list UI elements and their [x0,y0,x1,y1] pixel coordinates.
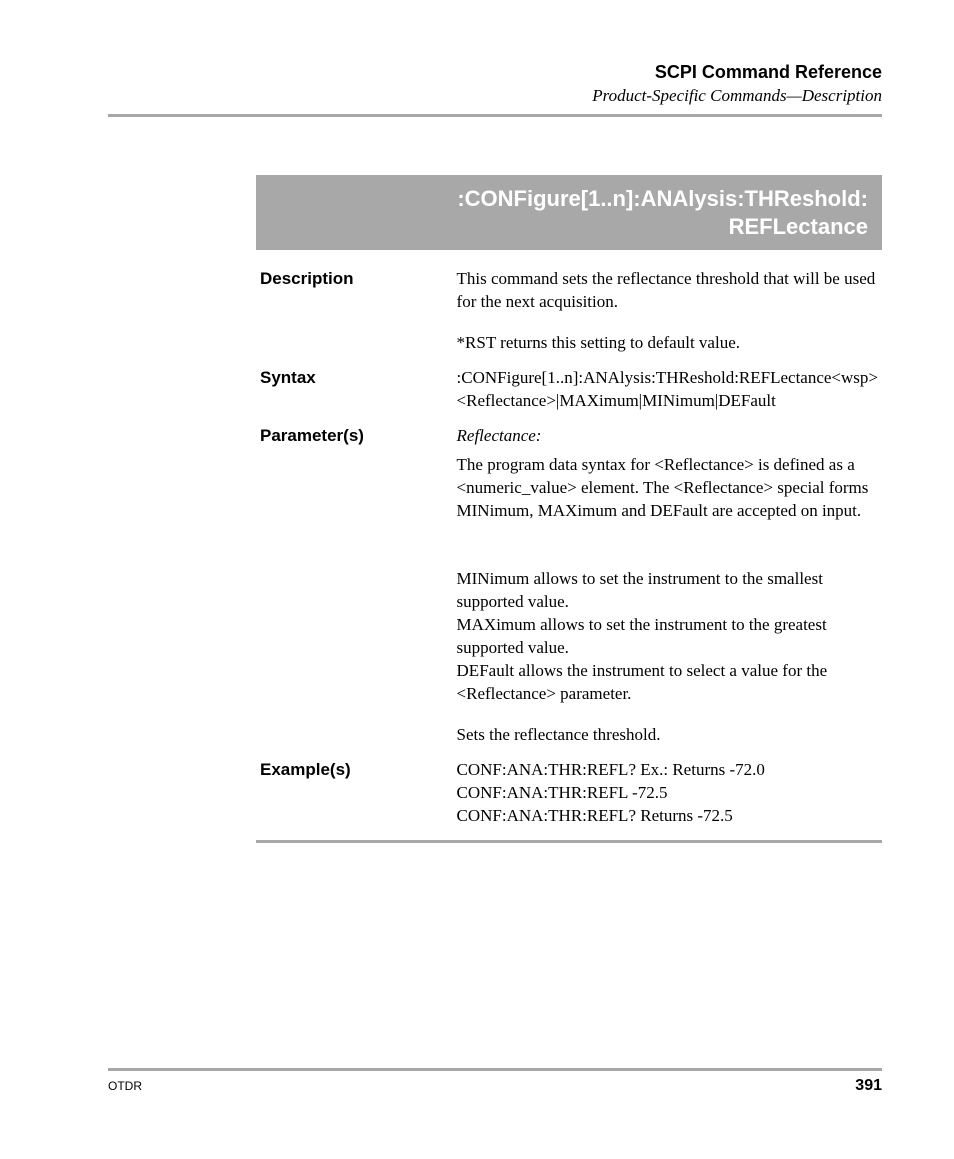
header-rule [108,114,882,117]
page-footer: OTDR 391 [108,1068,882,1095]
command-title-line1: :CONFigure[1..n]:ANAlysis:THReshold: [457,186,868,211]
param-p2b: MAXimum allows to set the instrument to … [457,614,878,660]
page: SCPI Command Reference Product-Specific … [0,0,954,1159]
label-examples: Example(s) [256,753,453,834]
footer-page-number: 391 [855,1077,882,1095]
value-parameters: Reflectance: The program data syntax for… [453,419,882,753]
param-p2c: DEFault allows the instrument to select … [457,660,878,706]
row-parameters: Parameter(s) Reflectance: The program da… [256,419,882,753]
value-description: This command sets the reflectance thresh… [453,262,882,361]
syntax-text: :CONFigure[1..n]:ANAlysis:THReshold:REFL… [457,367,878,413]
footer-rule [108,1068,882,1071]
footer-left: OTDR [108,1079,142,1093]
label-parameters: Parameter(s) [256,419,453,753]
label-description: Description [256,262,453,361]
row-description: Description This command sets the reflec… [256,262,882,361]
row-examples: Example(s) CONF:ANA:THR:REFL? Ex.: Retur… [256,753,882,834]
param-p1: The program data syntax for <Reflectance… [457,454,878,523]
value-examples: CONF:ANA:THR:REFL? Ex.: Returns -72.0 CO… [453,753,882,834]
description-p2: *RST returns this setting to default val… [457,332,878,355]
example-l2: CONF:ANA:THR:REFL -72.5 [457,782,878,805]
param-name: Reflectance: [457,425,878,448]
example-l1: CONF:ANA:THR:REFL? Ex.: Returns -72.0 [457,759,878,782]
header-title: SCPI Command Reference [108,62,882,83]
row-syntax: Syntax :CONFigure[1..n]:ANAlysis:THResho… [256,361,882,419]
value-syntax: :CONFigure[1..n]:ANAlysis:THReshold:REFL… [453,361,882,419]
page-header: SCPI Command Reference Product-Specific … [108,62,882,106]
command-table: Description This command sets the reflec… [256,262,882,834]
footer-row: OTDR 391 [108,1077,882,1095]
description-p1: This command sets the reflectance thresh… [457,268,878,314]
table-bottom-rule [256,840,882,843]
example-l3: CONF:ANA:THR:REFL? Returns -72.5 [457,805,878,828]
command-title-line2: REFLectance [729,214,868,239]
param-p2a: MINimum allows to set the instrument to … [457,568,878,614]
param-p3: Sets the reflectance threshold. [457,724,878,747]
label-syntax: Syntax [256,361,453,419]
header-subtitle: Product-Specific Commands—Description [108,86,882,106]
command-title-bar: :CONFigure[1..n]:ANAlysis:THReshold: REF… [256,175,882,250]
